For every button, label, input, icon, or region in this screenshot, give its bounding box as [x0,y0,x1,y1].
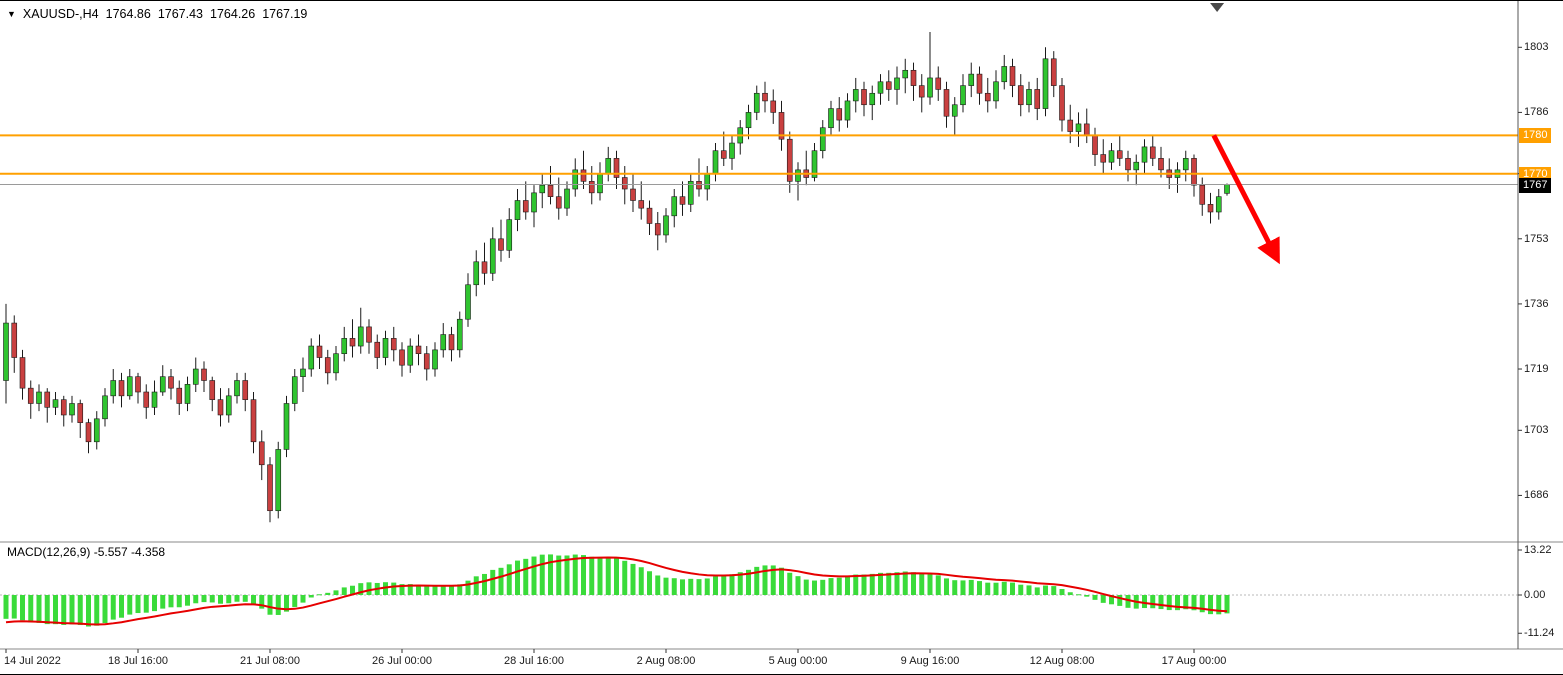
ohlc-close-value: 1767.19 [262,7,308,21]
time-axis-label: 5 Aug 00:00 [768,655,828,667]
time-axis-label: 26 Jul 00:00 [372,655,432,667]
ohlc-low-value: 1764.26 [210,7,256,21]
time-axis-label: 21 Jul 08:00 [240,655,300,667]
price-axis-label: 1686 [1524,489,1549,502]
price-axis-label: 1753 [1524,232,1549,245]
price-axis-label: 1736 [1524,297,1549,310]
trend-arrow[interactable] [1211,134,1280,265]
macd-axis-label: -11.24 [1524,627,1555,640]
time-axis-label: 9 Aug 16:00 [900,655,960,667]
symbol-period-label: XAUUSD-,H4 [22,7,99,21]
axis-ticks [5,46,1522,653]
time-axis-label: 14 Jul 2022 [4,655,61,667]
time-axis-label: 17 Aug 00:00 [1161,655,1227,667]
hline-price-tag: 1780 [1519,128,1552,144]
macd-signal-line [5,556,1228,626]
price-axis-label: 1786 [1524,106,1549,119]
price-axis-label: 1703 [1524,424,1549,437]
symbol-dropdown-icon[interactable]: ▼ [7,9,16,19]
candlestick-series [3,31,1230,523]
macd-histogram [3,554,1230,627]
horizontal-price-lines[interactable] [0,134,1518,175]
chart-title: ▼ XAUUSD-,H4 1764.86 1767.43 1764.26 176… [7,7,307,21]
shift-marker-icon[interactable] [1210,3,1225,12]
price-axis-label: 1803 [1524,41,1549,54]
time-axis-label: 18 Jul 16:00 [108,655,168,667]
price-axis-label: 1719 [1524,363,1549,376]
time-axis-label: 12 Aug 08:00 [1029,655,1095,667]
hline-price-tag: 1770 [1519,166,1552,182]
ohlc-high-value: 1767.43 [157,7,204,21]
macd-indicator-label: MACD(12,26,9) -5.557 -4.358 [7,545,166,559]
macd-axis-label: 13.22 [1524,544,1552,556]
current-price-tag: 1767 [1519,178,1552,194]
time-axis-label: 2 Aug 08:00 [636,655,696,667]
macd-axis-label: 0.00 [1524,589,1546,601]
time-axis-label: 28 Jul 16:00 [504,655,564,667]
ohlc-open-value: 1764.86 [105,7,151,21]
